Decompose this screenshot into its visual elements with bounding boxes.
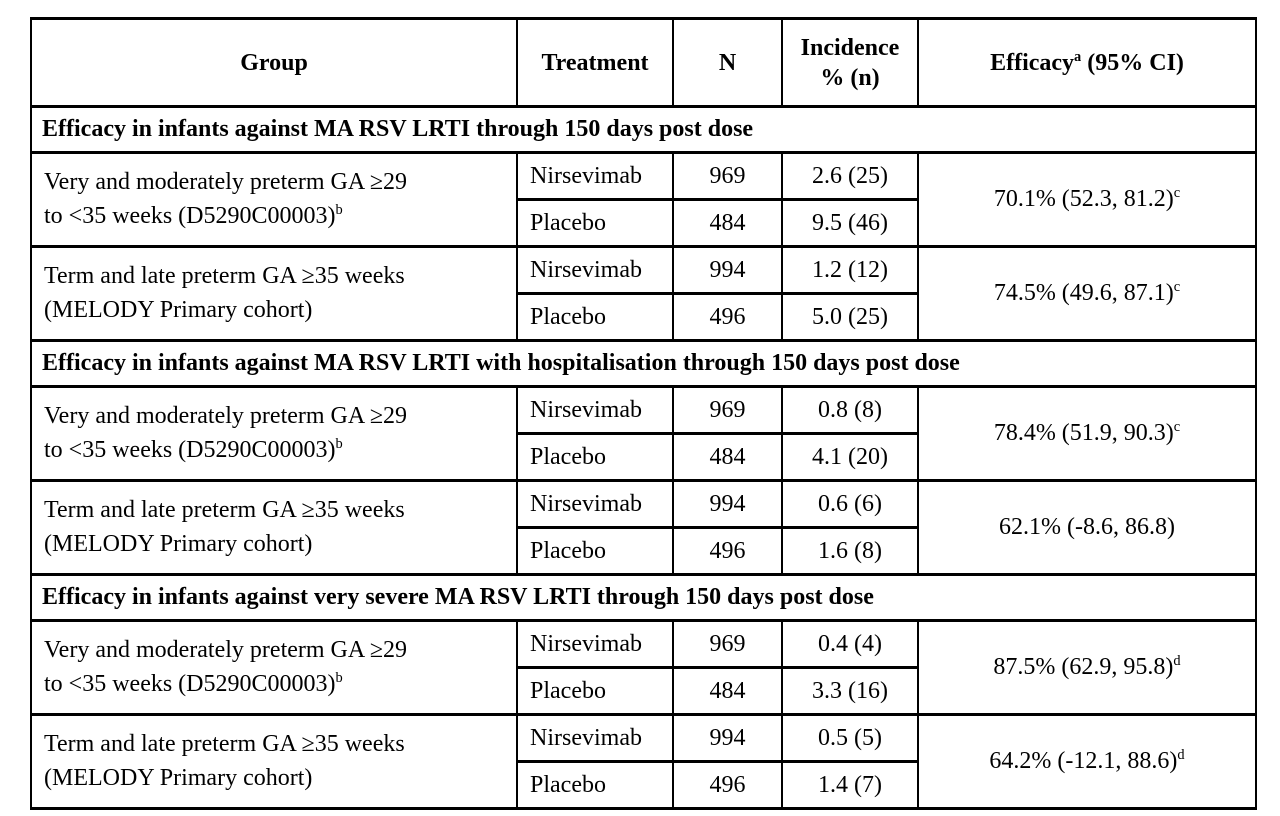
group-cell: Term and late preterm GA ≥35 weeks (MELO… — [30, 245, 518, 342]
efficacy-cell: 87.5% (62.9, 95.8)d — [917, 619, 1257, 716]
incidence-cell: 0.8 (8) — [781, 385, 919, 435]
section-title: Efficacy in infants against very severe … — [30, 573, 1257, 622]
efficacy-value: 62.1% (-8.6, 86.8) — [999, 514, 1175, 540]
efficacy-header-text: Efficacy — [990, 49, 1075, 76]
efficacy-value: 78.4% (51.9, 90.3) — [993, 420, 1174, 446]
group-cell: Very and moderately preterm GA ≥29 to <3… — [30, 619, 518, 716]
treatment-cell: Nirsevimab — [516, 713, 674, 763]
group-text: Term and late preterm GA ≥35 weeks (MELO… — [44, 262, 405, 323]
table-row: Placebo 496 5.0 (25) — [31, 292, 1256, 342]
n-cell: 496 — [672, 292, 783, 342]
incidence-cell: 1.4 (7) — [781, 760, 919, 810]
section-title: Efficacy in infants against MA RSV LRTI … — [30, 105, 1257, 154]
efficacy-cell: 62.1% (-8.6, 86.8) — [917, 479, 1257, 576]
table-row: Term and late preterm GA ≥35 weeks (MELO… — [30, 713, 1257, 810]
n-cell: 969 — [672, 151, 783, 201]
section-header-row: Efficacy in infants against MA RSV LRTI … — [30, 339, 1257, 388]
incidence-cell: 9.5 (46) — [781, 198, 919, 248]
table-row: Very and moderately preterm GA ≥29 to <3… — [30, 619, 1257, 716]
column-header-treatment: Treatment — [516, 17, 674, 108]
group-cell: Very and moderately preterm GA ≥29 to <3… — [30, 151, 518, 248]
section-header-row: Efficacy in infants against very severe … — [30, 573, 1257, 622]
footnote-marker-b: b — [335, 435, 343, 452]
incidence-cell: 1.6 (8) — [781, 526, 919, 576]
efficacy-table: Group Treatment N Incidence % (n) Effica… — [30, 17, 1257, 810]
incidence-cell: 4.1 (20) — [781, 432, 919, 482]
table-row: Very and moderately preterm GA ≥29 to <3… — [30, 385, 1257, 482]
group-text: Term and late preterm GA ≥35 weeks (MELO… — [44, 730, 405, 791]
incidence-cell: 2.6 (25) — [781, 151, 919, 201]
efficacy-cell: 74.5% (49.6, 87.1)c — [917, 245, 1257, 342]
n-cell: 994 — [672, 713, 783, 763]
footnote-marker-d: d — [1177, 747, 1185, 763]
n-cell: 969 — [672, 619, 783, 669]
treatment-cell: Nirsevimab — [516, 151, 674, 201]
incidence-cell: 0.4 (4) — [781, 619, 919, 669]
group-cell: Term and late preterm GA ≥35 weeks (MELO… — [30, 713, 518, 810]
n-cell: 496 — [672, 526, 783, 576]
column-header-incidence: Incidence % (n) — [781, 17, 919, 108]
efficacy-header-ci-text: (95% CI) — [1081, 49, 1184, 76]
efficacy-cell: 78.4% (51.9, 90.3)c — [917, 385, 1257, 482]
efficacy-value: 64.2% (-12.1, 88.6) — [989, 748, 1178, 774]
treatment-cell: Nirsevimab — [516, 245, 674, 295]
footnote-marker-d: d — [1173, 653, 1181, 669]
footnote-marker-c: c — [1173, 279, 1181, 295]
efficacy-value: 74.5% (49.6, 87.1) — [993, 280, 1174, 306]
column-header-efficacy: Efficacya (95% CI) — [917, 17, 1257, 108]
incidence-header-line2: % (n) — [820, 64, 880, 91]
efficacy-value: 70.1% (52.3, 81.2) — [993, 186, 1174, 212]
group-text: Term and late preterm GA ≥35 weeks (MELO… — [44, 496, 405, 557]
column-header-n: N — [672, 17, 783, 108]
table-header-row: Group Treatment N Incidence % (n) Effica… — [30, 17, 1257, 108]
group-text: Very and moderately preterm GA ≥29 to <3… — [44, 402, 408, 463]
group-cell: Term and late preterm GA ≥35 weeks (MELO… — [30, 479, 518, 576]
footnote-marker-a: a — [1074, 48, 1082, 65]
section-title: Efficacy in infants against MA RSV LRTI … — [30, 339, 1257, 388]
table-row: Very and moderately preterm GA ≥29 to <3… — [30, 151, 1257, 248]
incidence-cell: 0.6 (6) — [781, 479, 919, 529]
incidence-header-line1: Incidence — [800, 34, 900, 61]
efficacy-cell: 70.1% (52.3, 81.2)c — [917, 151, 1257, 248]
treatment-cell: Placebo — [516, 526, 674, 576]
footnote-marker-b: b — [335, 201, 343, 218]
table-row: Placebo 484 4.1 (20) — [31, 432, 1256, 482]
section-header-row: Efficacy in infants against MA RSV LRTI … — [30, 105, 1257, 154]
group-cell: Very and moderately preterm GA ≥29 to <3… — [30, 385, 518, 482]
column-header-group: Group — [30, 17, 518, 108]
n-cell: 994 — [672, 479, 783, 529]
group-text: Very and moderately preterm GA ≥29 to <3… — [44, 168, 408, 229]
table-row: Term and late preterm GA ≥35 weeks (MELO… — [30, 479, 1257, 576]
treatment-cell: Nirsevimab — [516, 479, 674, 529]
treatment-cell: Placebo — [516, 760, 674, 810]
treatment-cell: Placebo — [516, 432, 674, 482]
n-cell: 484 — [672, 432, 783, 482]
n-cell: 496 — [672, 760, 783, 810]
table-row: Term and late preterm GA ≥35 weeks (MELO… — [30, 245, 1257, 342]
incidence-cell: 5.0 (25) — [781, 292, 919, 342]
incidence-cell: 3.3 (16) — [781, 666, 919, 716]
table-row: Placebo 496 1.4 (7) — [31, 760, 1256, 810]
efficacy-value: 87.5% (62.9, 95.8) — [993, 654, 1174, 680]
footnote-marker-c: c — [1173, 419, 1181, 435]
incidence-cell: 1.2 (12) — [781, 245, 919, 295]
treatment-cell: Placebo — [516, 666, 674, 716]
treatment-cell: Placebo — [516, 198, 674, 248]
group-text: Very and moderately preterm GA ≥29 to <3… — [44, 636, 408, 697]
footnote-marker-c: c — [1173, 185, 1181, 201]
n-cell: 484 — [672, 666, 783, 716]
efficacy-cell: 64.2% (-12.1, 88.6)d — [917, 713, 1257, 810]
footnote-marker-b: b — [335, 669, 343, 686]
n-cell: 484 — [672, 198, 783, 248]
n-cell: 994 — [672, 245, 783, 295]
table-row: Placebo 484 3.3 (16) — [31, 666, 1256, 716]
treatment-cell: Nirsevimab — [516, 385, 674, 435]
table-row: Placebo 484 9.5 (46) — [31, 198, 1256, 248]
table-row: Placebo 496 1.6 (8) — [31, 526, 1256, 576]
incidence-cell: 0.5 (5) — [781, 713, 919, 763]
treatment-cell: Placebo — [516, 292, 674, 342]
treatment-cell: Nirsevimab — [516, 619, 674, 669]
n-cell: 969 — [672, 385, 783, 435]
